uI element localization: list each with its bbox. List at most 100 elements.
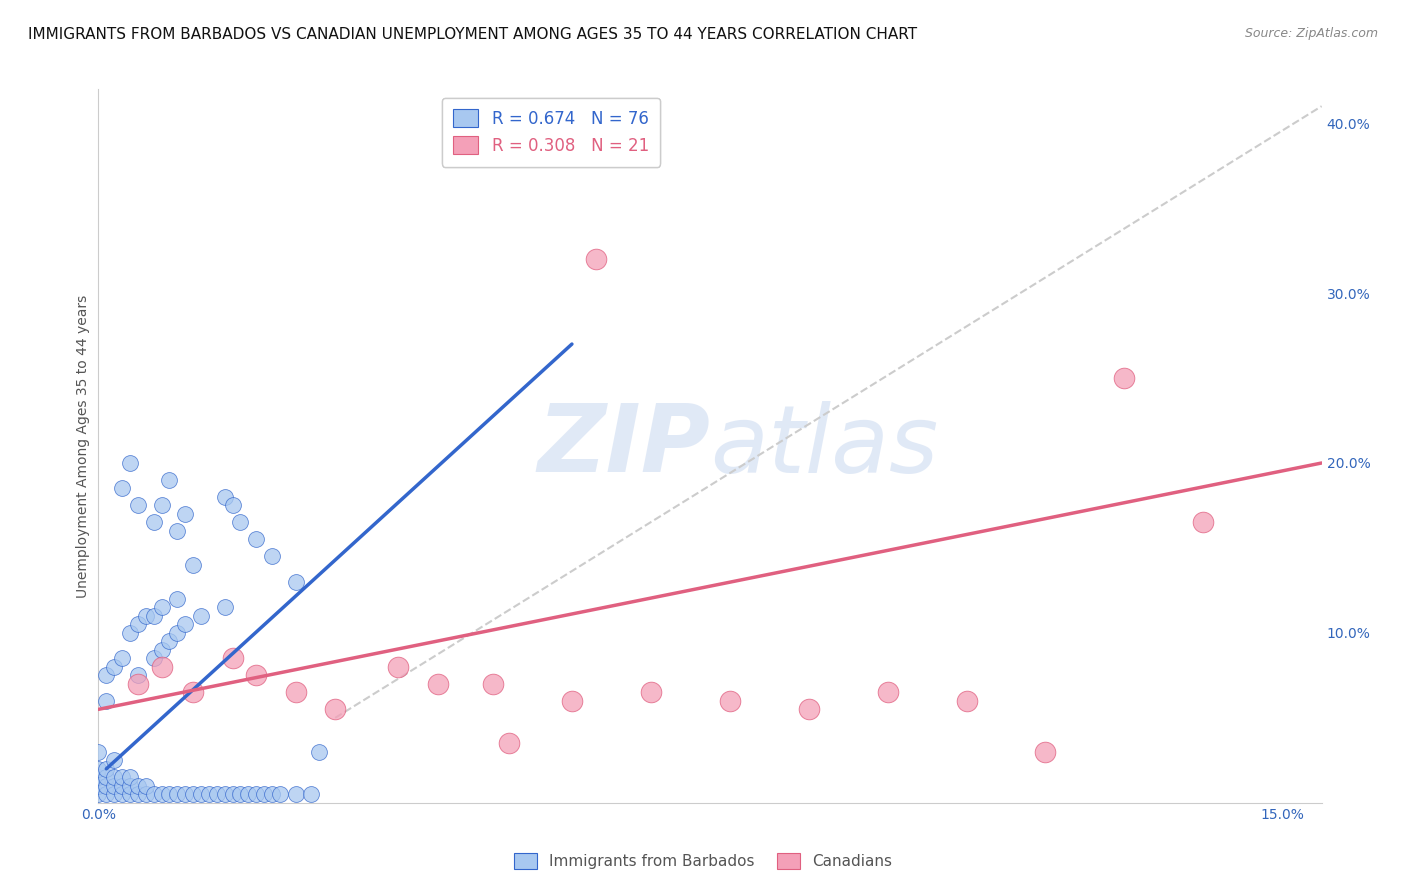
- Point: [221, 651, 243, 665]
- Point: [103, 770, 125, 784]
- Text: Source: ZipAtlas.com: Source: ZipAtlas.com: [1244, 27, 1378, 40]
- Point: [174, 787, 197, 801]
- Point: [174, 617, 197, 632]
- Point: [166, 524, 188, 538]
- Point: [238, 787, 260, 801]
- Point: [127, 787, 149, 801]
- Point: [166, 787, 188, 801]
- Point: [127, 499, 149, 513]
- Point: [87, 770, 110, 784]
- Point: [181, 685, 204, 699]
- Point: [718, 694, 741, 708]
- Point: [1035, 745, 1057, 759]
- Point: [135, 787, 157, 801]
- Point: [245, 533, 267, 547]
- Point: [87, 745, 110, 759]
- Point: [96, 762, 118, 776]
- Point: [284, 787, 307, 801]
- Point: [269, 787, 291, 801]
- Legend: Immigrants from Barbados, Canadians: Immigrants from Barbados, Canadians: [508, 847, 898, 875]
- Point: [260, 549, 283, 564]
- Point: [301, 787, 323, 801]
- Point: [205, 787, 228, 801]
- Point: [96, 694, 118, 708]
- Point: [111, 482, 134, 496]
- Point: [103, 753, 125, 767]
- Point: [323, 702, 346, 716]
- Point: [190, 608, 212, 623]
- Point: [150, 600, 173, 615]
- Point: [103, 779, 125, 793]
- Point: [876, 685, 898, 699]
- Point: [221, 787, 243, 801]
- Point: [245, 668, 267, 682]
- Point: [797, 702, 820, 716]
- Point: [284, 685, 307, 699]
- Y-axis label: Unemployment Among Ages 35 to 44 years: Unemployment Among Ages 35 to 44 years: [76, 294, 90, 598]
- Point: [308, 745, 330, 759]
- Point: [585, 252, 607, 266]
- Point: [127, 668, 149, 682]
- Point: [245, 787, 267, 801]
- Point: [96, 779, 118, 793]
- Point: [955, 694, 977, 708]
- Point: [118, 779, 141, 793]
- Point: [284, 574, 307, 589]
- Point: [482, 677, 505, 691]
- Point: [127, 779, 149, 793]
- Point: [118, 456, 141, 470]
- Point: [166, 626, 188, 640]
- Point: [87, 779, 110, 793]
- Point: [96, 668, 118, 682]
- Text: IMMIGRANTS FROM BARBADOS VS CANADIAN UNEMPLOYMENT AMONG AGES 35 TO 44 YEARS CORR: IMMIGRANTS FROM BARBADOS VS CANADIAN UNE…: [28, 27, 917, 42]
- Point: [87, 787, 110, 801]
- Point: [142, 608, 165, 623]
- Point: [103, 787, 125, 801]
- Point: [96, 770, 118, 784]
- Point: [260, 787, 283, 801]
- Point: [181, 558, 204, 572]
- Point: [96, 787, 118, 801]
- Point: [159, 473, 181, 487]
- Legend: R = 0.674   N = 76, R = 0.308   N = 21: R = 0.674 N = 76, R = 0.308 N = 21: [441, 97, 661, 167]
- Point: [640, 685, 662, 699]
- Point: [561, 694, 583, 708]
- Point: [1192, 516, 1215, 530]
- Point: [150, 643, 173, 657]
- Point: [142, 651, 165, 665]
- Point: [253, 787, 276, 801]
- Point: [190, 787, 212, 801]
- Point: [127, 677, 149, 691]
- Point: [1114, 371, 1136, 385]
- Point: [229, 787, 252, 801]
- Point: [221, 499, 243, 513]
- Point: [127, 617, 149, 632]
- Point: [214, 490, 236, 504]
- Point: [135, 608, 157, 623]
- Text: ZIP: ZIP: [537, 400, 710, 492]
- Point: [387, 660, 409, 674]
- Point: [142, 787, 165, 801]
- Point: [498, 736, 520, 750]
- Point: [181, 787, 204, 801]
- Point: [159, 634, 181, 648]
- Point: [118, 770, 141, 784]
- Point: [111, 651, 134, 665]
- Text: atlas: atlas: [710, 401, 938, 491]
- Point: [111, 787, 134, 801]
- Point: [214, 787, 236, 801]
- Point: [150, 660, 173, 674]
- Point: [150, 787, 173, 801]
- Point: [111, 779, 134, 793]
- Point: [118, 787, 141, 801]
- Point: [198, 787, 221, 801]
- Point: [166, 591, 188, 606]
- Point: [214, 600, 236, 615]
- Point: [135, 779, 157, 793]
- Point: [87, 762, 110, 776]
- Point: [174, 507, 197, 521]
- Point: [111, 770, 134, 784]
- Point: [142, 516, 165, 530]
- Point: [159, 787, 181, 801]
- Point: [229, 516, 252, 530]
